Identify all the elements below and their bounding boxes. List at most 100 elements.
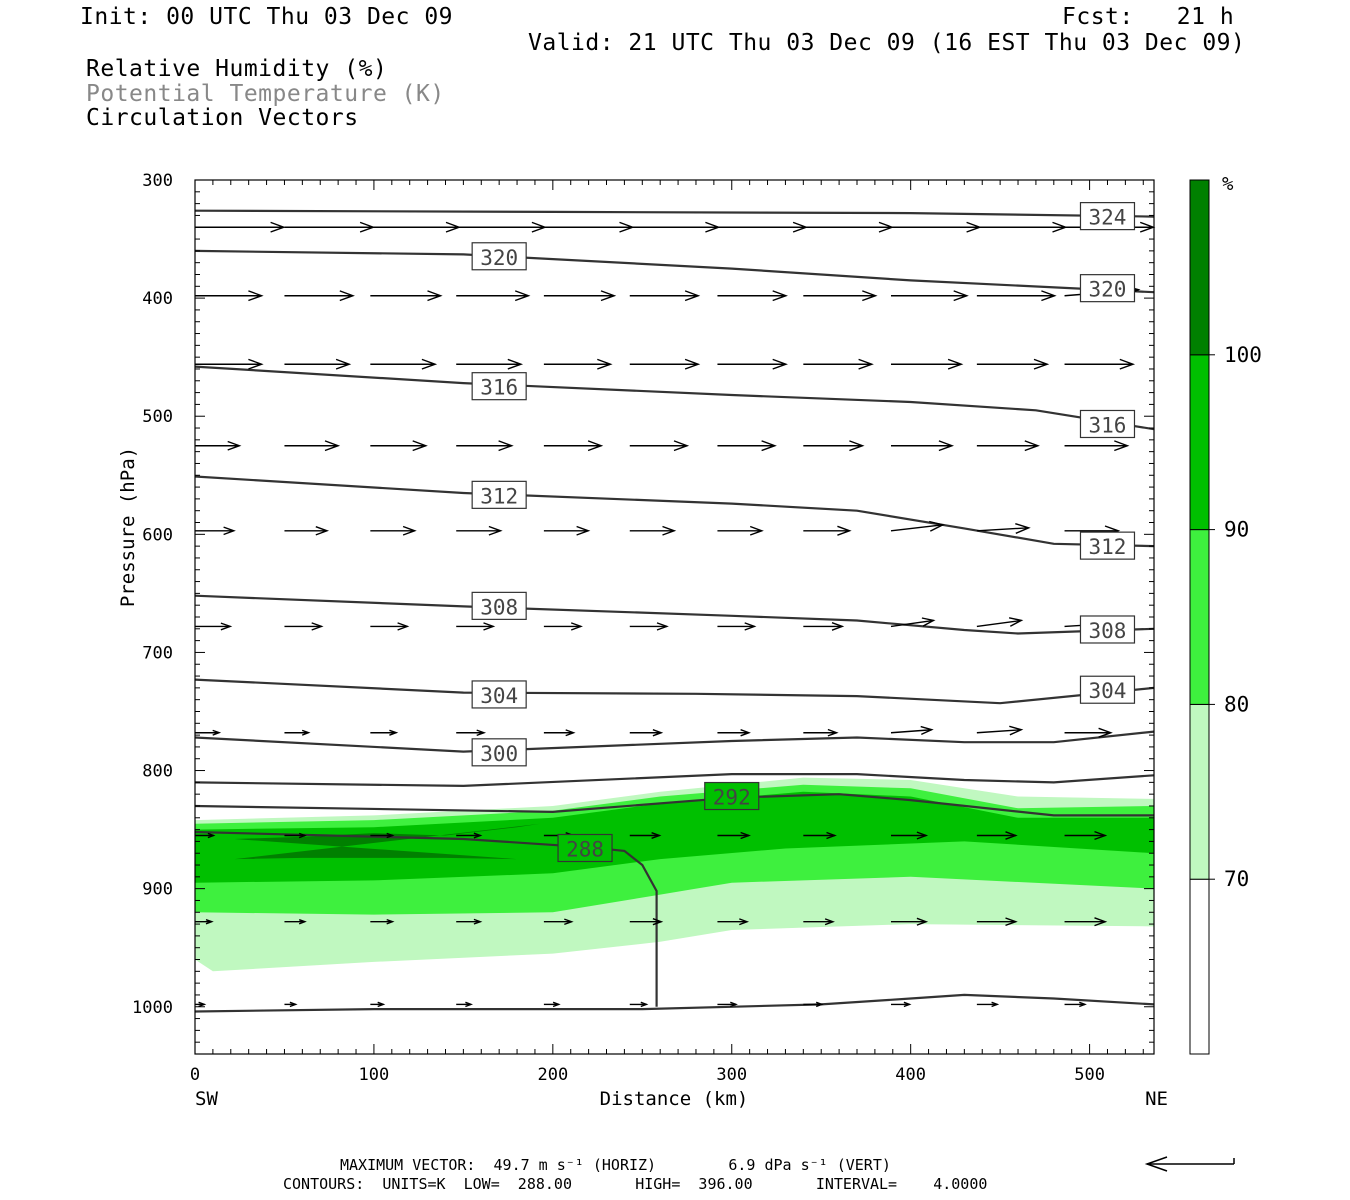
circulation-vector [195,526,236,536]
theta-contour-312 [194,475,1155,548]
circulation-vector [284,919,307,925]
circulation-vector [976,917,1018,927]
theta-contour-304 [194,678,1155,705]
x-tick-label: 400 [895,1065,926,1085]
contour-label-312: 312 [1079,531,1136,560]
circulation-vector [803,525,852,536]
circulation-vector [890,290,969,302]
theta-contour-292 [194,793,1154,817]
contour-label-320: 320 [471,242,527,271]
circulation-vector [370,440,428,452]
circulation-vector [1064,830,1108,841]
circulation-vector [370,525,417,536]
circulation-vector [456,729,487,737]
circulation-vector [717,221,809,233]
circulation-vector [284,729,311,736]
circulation-vector [543,1001,561,1008]
circulation-vector [629,358,701,370]
colorbar-label: 80 [1224,692,1249,716]
contour-label-308: 308 [471,591,527,620]
contour-label-304: 304 [1079,675,1136,704]
circulation-vector [890,725,934,736]
circulation-vector [803,918,835,926]
svg-text:304: 304 [480,684,518,708]
circulation-vector [456,918,483,925]
y-tick-label: 800 [142,762,173,782]
rh-band-100 [234,823,541,860]
rh-band-90 [195,791,1154,883]
circulation-vector [803,290,878,302]
circulation-vector [717,918,750,926]
circulation-vector [370,729,399,736]
circulation-vector [284,526,330,536]
circulation-vector [803,440,865,452]
circulation-vector [370,1001,386,1008]
colorbar-segment [1189,703,1210,880]
circulation-vector [284,290,355,302]
reference-vector [1144,1156,1235,1172]
valid-time: Valid: 21 UTC Thu 03 Dec 09 (16 EST Thu … [528,30,1246,56]
circulation-vector [195,919,214,925]
circulation-vector [976,725,1024,736]
svg-text:316: 316 [480,376,518,400]
circulation-vector [284,358,352,370]
circulation-vector [629,1001,649,1008]
contour-label-300: 300 [471,738,527,767]
circulation-vector [803,1001,824,1008]
y-tick-label: 400 [142,289,173,309]
x-end-label-sw: SW [195,1088,218,1110]
circulation-vector [803,358,874,370]
circulation-vector [976,358,1050,370]
circulation-vector [890,917,929,926]
circulation-vector [1064,358,1136,370]
reference-vector-head [1144,1156,1168,1172]
circulation-vector [543,290,617,302]
circulation-vector [195,221,286,233]
circulation-vector [370,290,443,302]
contour-labels: 324 320 320 316 316 312 312 308 308 304 304 300 292 2… [471,202,1136,863]
circulation-vector [284,1001,298,1008]
circulation-vector [456,1001,473,1008]
x-axis-label: Distance (km) [600,1088,749,1110]
circulation-vector [195,729,222,736]
circulation-vector [284,832,307,839]
circulation-vector [543,358,613,370]
circulation-vector [456,622,496,631]
circulation-vector [629,918,664,926]
circulation-vector [890,831,929,840]
circulation-vector [195,290,264,302]
colorbar-label: 90 [1224,518,1249,542]
circulation-vector [370,221,462,233]
circulation-vector [629,525,677,536]
circulation-vector [370,622,410,631]
circulation-vector [543,729,576,737]
circulation-vector [976,221,1068,233]
contours-note: CONTOURS: UNITS=K LOW= 288.00 HIGH= 396.… [283,1175,988,1193]
legend-relative-humidity: Relative Humidity (%) [86,56,388,82]
circulation-vector [456,440,514,452]
circulation-vector [976,831,1018,840]
circulation-vector [629,729,664,737]
circulation-vector [717,729,751,737]
circulation-vector [890,221,982,233]
circulation-vector [629,622,669,631]
plot-axes: 0 100 200 300 400 500 300 400 500 600 700 800 900 100… [117,171,1168,1110]
circulation-vector [1064,440,1130,452]
x-end-label-ne: NE [1145,1088,1168,1110]
circulation-vector [629,440,690,452]
circulation-vector [456,525,503,536]
potential-temperature-contours [194,209,1155,1013]
contour-label-308: 308 [1079,615,1136,644]
max-vector-note: MAXIMUM VECTOR: 49.7 m s⁻¹ (HORIZ) 6.9 d… [340,1156,891,1174]
x-tick-label: 100 [359,1065,390,1085]
circulation-vector [370,358,438,370]
circulation-vector [976,440,1040,452]
circulation-vector [629,290,701,302]
y-tick-label: 900 [142,880,173,900]
circulation-vector [717,622,757,631]
circulation-vectors [195,221,1156,1008]
contour-label-292: 292 [704,781,760,811]
svg-text:304: 304 [1089,679,1127,703]
circulation-vector [456,290,531,302]
